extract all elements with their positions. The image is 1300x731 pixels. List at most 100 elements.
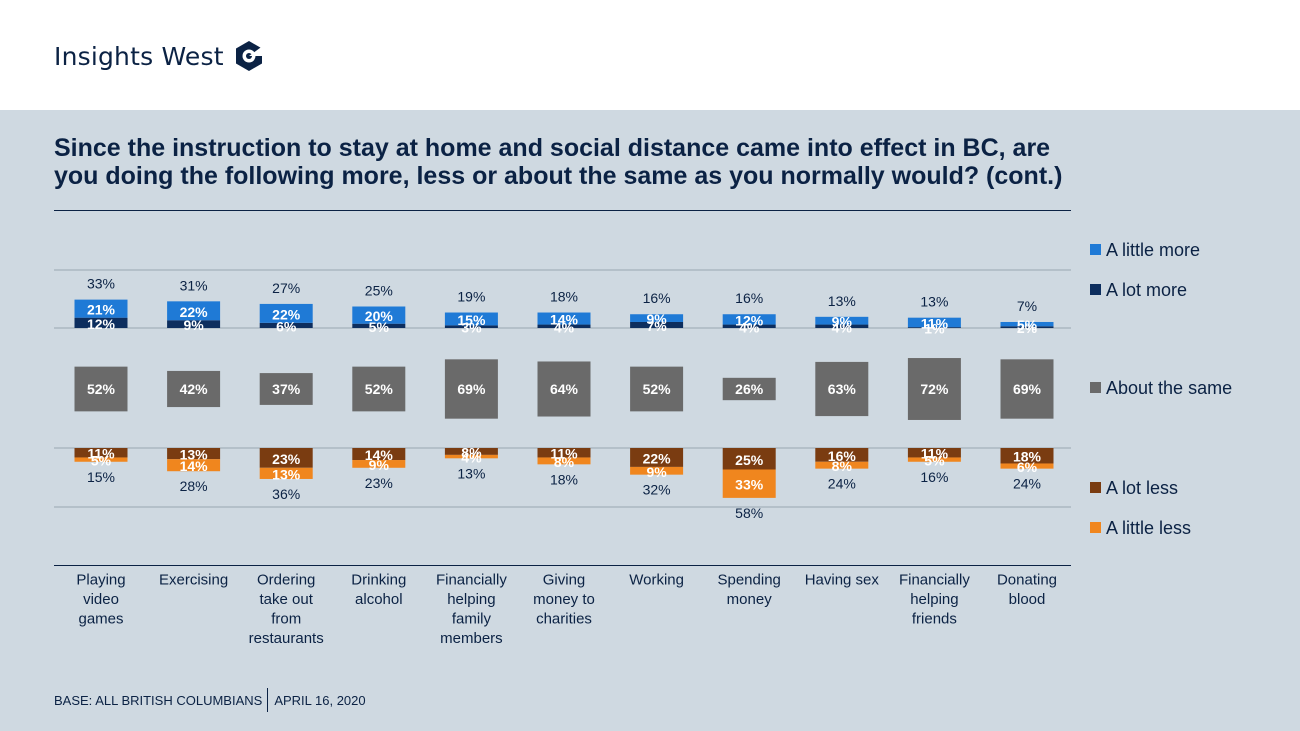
- label-a-little-more-2: 22%: [272, 306, 301, 322]
- label-a-lot-less-7: 25%: [735, 452, 764, 468]
- category-label-10-0: Donating: [997, 572, 1057, 589]
- bar-a-lot-less-10: [1000, 448, 1054, 464]
- label-a-lot-more-1: 9%: [183, 317, 204, 333]
- category-label-4-2: family: [452, 611, 492, 628]
- category-label-0-2: games: [78, 611, 123, 628]
- label-a-little-less-6: 9%: [646, 464, 667, 480]
- label-a-lot-less-9: 11%: [921, 446, 949, 462]
- bar-a-little-more-0: [74, 299, 128, 318]
- category-label-2-1: take out: [260, 591, 314, 608]
- bar-a-lot-less-9: [907, 448, 961, 458]
- label-a-lot-less-5: 11%: [550, 446, 578, 462]
- category-label-1-0: Exercising: [159, 572, 228, 589]
- bar-a-little-more-2: [259, 303, 313, 323]
- bar-a-little-less-4: [444, 454, 498, 459]
- label-a-lot-more-3: 5%: [369, 319, 390, 335]
- label-a-little-less-1: 14%: [180, 458, 209, 474]
- legend-swatch-a-little-less: [1090, 522, 1101, 533]
- category-label-9-1: helping: [910, 591, 958, 608]
- label-a-lot-less-1: 13%: [180, 447, 209, 463]
- category-label-10-1: blood: [1009, 591, 1046, 608]
- category-label-7-1: money: [727, 591, 773, 608]
- label-about-same-3: 52%: [365, 381, 394, 397]
- label-a-lot-less-3: 14%: [365, 447, 394, 463]
- bar-a-little-less-0: [74, 457, 128, 462]
- bar-a-lot-less-8: [815, 448, 869, 462]
- category-label-5-1: money to: [533, 591, 595, 608]
- label-about-same-1: 42%: [180, 381, 209, 397]
- category-label-3-0: Drinking: [351, 572, 406, 589]
- label-a-little-less-7: 33%: [735, 477, 764, 493]
- label-a-lot-more-7: 4%: [739, 319, 760, 335]
- total-more-8: 13%: [828, 293, 856, 309]
- bar-a-little-less-3: [352, 460, 406, 468]
- title-line-1: Since the instruction to stay at home an…: [54, 134, 1051, 162]
- category-label-2-0: Ordering: [257, 572, 315, 589]
- brand-logo: Insights West: [54, 40, 264, 72]
- footer-date: APRIL 16, 2020: [274, 692, 366, 708]
- label-a-lot-less-2: 23%: [272, 451, 301, 467]
- label-about-same-2: 37%: [272, 381, 301, 397]
- bar-about-same-3: [352, 366, 406, 412]
- total-less-6: 32%: [643, 482, 671, 498]
- bar-a-lot-less-3: [352, 448, 406, 461]
- bar-a-lot-less-5: [537, 448, 591, 458]
- bar-a-lot-less-4: [444, 448, 498, 455]
- category-label-4-0: Financially: [436, 572, 507, 589]
- bar-about-same-10: [1000, 359, 1054, 419]
- bar-a-little-more-10: [1000, 321, 1054, 327]
- bar-a-little-more-7: [722, 314, 776, 325]
- label-a-lot-more-5: 4%: [554, 319, 575, 335]
- total-more-2: 27%: [272, 280, 300, 296]
- bar-about-same-9: [907, 358, 961, 420]
- label-about-same-4: 69%: [457, 381, 486, 397]
- category-label-6-0: Working: [629, 572, 684, 589]
- bar-a-lot-more-10: [1000, 326, 1054, 328]
- label-a-lot-less-10: 18%: [1013, 449, 1042, 465]
- category-label-7-0: Spending: [717, 572, 780, 589]
- legend-swatch-a-lot-more: [1090, 284, 1101, 295]
- label-a-little-less-9: 5%: [924, 453, 945, 469]
- bar-a-little-more-3: [352, 306, 406, 324]
- total-less-1: 28%: [180, 478, 208, 494]
- bar-about-same-1: [167, 370, 221, 408]
- bar-a-lot-less-0: [74, 448, 128, 458]
- category-label-3-1: alcohol: [355, 591, 403, 608]
- total-more-5: 18%: [550, 289, 578, 305]
- bar-a-lot-less-1: [167, 448, 221, 460]
- total-more-9: 13%: [920, 294, 948, 310]
- total-less-10: 24%: [1013, 476, 1041, 492]
- total-less-5: 18%: [550, 471, 578, 487]
- title-line-2: you doing the following more, less or ab…: [54, 162, 1063, 190]
- category-axis-line: [54, 565, 1071, 566]
- legend-swatch-about-same: [1090, 382, 1101, 393]
- category-label-2-2: from: [271, 611, 301, 628]
- label-about-same-10: 69%: [1013, 381, 1042, 397]
- label-a-little-more-8: 9%: [832, 314, 853, 330]
- category-label-8-0: Having sex: [805, 572, 880, 589]
- bar-a-little-more-6: [630, 314, 684, 322]
- label-a-little-more-4: 15%: [457, 312, 486, 328]
- total-less-3: 23%: [365, 475, 393, 491]
- bar-a-lot-more-4: [444, 325, 498, 328]
- bar-a-lot-more-2: [259, 322, 313, 328]
- bar-a-little-less-6: [630, 466, 684, 475]
- bar-about-same-7: [722, 377, 776, 401]
- label-a-lot-more-8: 4%: [832, 319, 853, 335]
- label-a-lot-less-8: 16%: [828, 448, 857, 464]
- total-more-6: 16%: [643, 290, 671, 306]
- bar-a-little-more-4: [444, 312, 498, 326]
- bar-a-little-less-7: [722, 469, 776, 498]
- category-label-0-1: video: [83, 591, 119, 608]
- brand-mark-icon: [235, 41, 264, 71]
- bar-about-same-0: [74, 366, 128, 412]
- bar-a-little-more-1: [167, 301, 221, 321]
- label-a-little-more-6: 9%: [646, 311, 667, 327]
- bar-a-lot-more-7: [722, 324, 776, 328]
- label-a-little-more-0: 21%: [87, 302, 116, 318]
- total-more-1: 31%: [180, 277, 208, 293]
- legend-label-a-little-more: A little more: [1106, 240, 1200, 260]
- label-a-lot-more-0: 12%: [87, 316, 116, 332]
- category-label-9-0: Financially: [899, 572, 970, 589]
